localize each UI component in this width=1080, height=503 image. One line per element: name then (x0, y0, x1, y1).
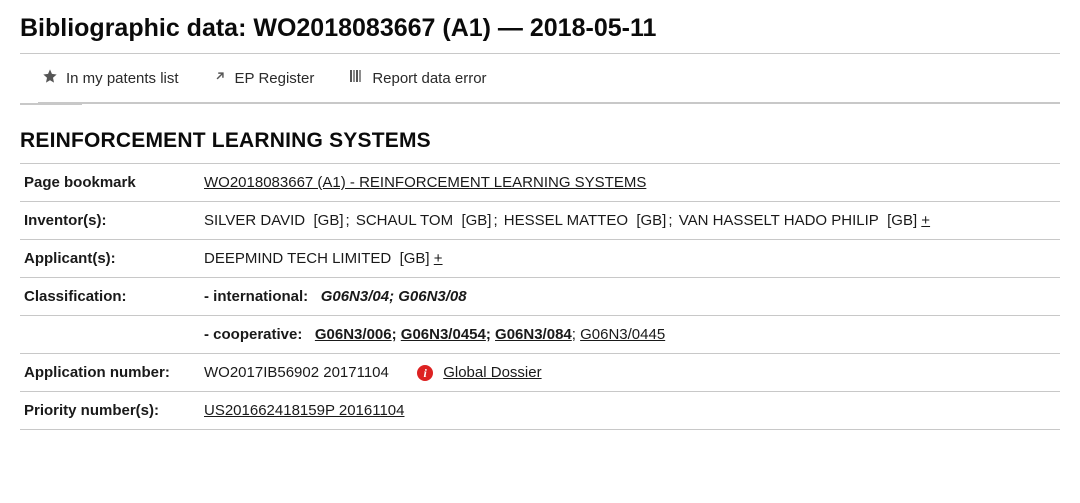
more-applicants-link[interactable]: + (434, 250, 443, 267)
coop-code-link[interactable]: G06N3/006 (315, 326, 392, 343)
row-label: Priority number(s): (20, 392, 200, 430)
coop-code-link[interactable]: G06N3/0445 (580, 326, 665, 343)
info-icon: i (417, 365, 433, 381)
bibliographic-table: Page bookmark WO2018083667 (A1) - REINFO… (20, 163, 1060, 430)
star-icon (42, 68, 58, 88)
applicant-name: DEEPMIND TECH LIMITED (204, 250, 391, 267)
inventor-name: SILVER DAVID (204, 212, 305, 229)
country-code: [GB] (636, 212, 666, 229)
row-label: Applicant(s): (20, 240, 200, 278)
inventor-name: VAN HASSELT HADO PHILIP (679, 212, 879, 229)
intl-codes: G06N3/04; G06N3/08 (321, 288, 467, 305)
priority-number-link[interactable]: US201662418159P 20161104 (204, 402, 404, 419)
coop-code-link[interactable]: G06N3/084 (495, 326, 572, 343)
toolbar-label: In my patents list (66, 70, 179, 87)
row-label: Inventor(s): (20, 202, 200, 240)
row-value: DEEPMIND TECH LIMITED [GB] + (200, 240, 1060, 278)
more-inventors-link[interactable]: + (921, 212, 930, 229)
country-code: [GB] (887, 212, 917, 229)
toolbar-label: EP Register (235, 70, 315, 87)
row-label (20, 316, 200, 354)
row-value: WO2018083667 (A1) - REINFORCEMENT LEARNI… (200, 164, 1060, 202)
page-title: Bibliographic data: WO2018083667 (A1) ― … (20, 14, 1060, 43)
toolbar-label: Report data error (372, 70, 486, 87)
country-code: [GB] (461, 212, 491, 229)
country-code: [GB] (400, 250, 430, 267)
application-number-row: Application number: WO2017IB56902 201711… (20, 354, 1060, 392)
inventor-name: SCHAUL TOM (356, 212, 453, 229)
application-number-value: WO2017IB56902 20171104 (204, 364, 389, 381)
row-label: Classification: (20, 278, 200, 316)
row-value: US201662418159P 20161104 (200, 392, 1060, 430)
row-value: - cooperative: G06N3/006; G06N3/0454; G0… (200, 316, 1060, 354)
classification-coop-row: - cooperative: G06N3/006; G06N3/0454; G0… (20, 316, 1060, 354)
report-data-error-button[interactable]: Report data error (348, 68, 486, 88)
classification-intl-row: Classification: - international: G06N3/0… (20, 278, 1060, 316)
ep-register-button[interactable]: EP Register (213, 69, 315, 87)
row-value: WO2017IB56902 20171104 i Global Dossier (200, 354, 1060, 392)
report-icon (348, 68, 364, 88)
external-link-icon (213, 69, 227, 87)
row-value: - international: G06N3/04; G06N3/08 (200, 278, 1060, 316)
applicants-row: Applicant(s): DEEPMIND TECH LIMITED [GB]… (20, 240, 1060, 278)
toolbar: In my patents list EP Register Report da… (20, 53, 1060, 104)
row-value: SILVER DAVID [GB]; SCHAUL TOM [GB]; HESS… (200, 202, 1060, 240)
row-label: Application number: (20, 354, 200, 392)
inventor-name: HESSEL MATTEO (504, 212, 628, 229)
inventors-row: Inventor(s): SILVER DAVID [GB]; SCHAUL T… (20, 202, 1060, 240)
row-label: Page bookmark (20, 164, 200, 202)
country-code: [GB] (313, 212, 343, 229)
priority-number-row: Priority number(s): US201662418159P 2016… (20, 392, 1060, 430)
tab-indicator (20, 103, 82, 105)
document-title: REINFORCEMENT LEARNING SYSTEMS (20, 129, 1060, 153)
bookmark-row: Page bookmark WO2018083667 (A1) - REINFO… (20, 164, 1060, 202)
page-bookmark-link[interactable]: WO2018083667 (A1) - REINFORCEMENT LEARNI… (204, 174, 646, 191)
coop-label: - cooperative: (204, 326, 302, 343)
intl-label: - international: (204, 288, 308, 305)
in-my-patents-list-button[interactable]: In my patents list (42, 68, 179, 88)
coop-code-link[interactable]: G06N3/0454 (401, 326, 486, 343)
global-dossier-link[interactable]: Global Dossier (443, 364, 541, 381)
